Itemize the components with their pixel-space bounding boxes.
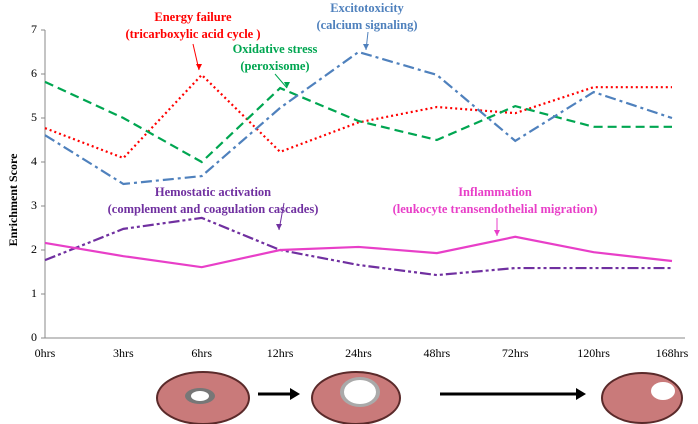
y-tick-label: 5 bbox=[31, 110, 37, 124]
x-tick-label: 48hrs bbox=[424, 346, 451, 360]
y-tick-label: 7 bbox=[31, 22, 37, 36]
annotation-arrowhead bbox=[196, 64, 202, 70]
y-tick-label: 3 bbox=[31, 198, 37, 212]
y-axis-label: Enrichment Score bbox=[6, 153, 20, 246]
x-tick-label: 72hrs bbox=[502, 346, 529, 360]
annotation-arrowhead bbox=[494, 230, 500, 236]
series-label: Inflammation bbox=[458, 185, 532, 199]
series-line bbox=[44, 80, 672, 164]
annotation-arrow bbox=[274, 73, 288, 89]
series-detail: (calcium signaling) bbox=[316, 18, 417, 32]
series-label: Hemostatic activation bbox=[155, 185, 271, 199]
x-tick-label: 120hrs bbox=[577, 346, 610, 360]
annotation-arrowhead bbox=[276, 224, 282, 230]
series-label: Oxidative stress bbox=[233, 42, 318, 56]
x-tick-label: 0hrs bbox=[35, 346, 56, 360]
series-line bbox=[44, 50, 673, 186]
series-detail: (peroxisome) bbox=[240, 59, 309, 73]
x-tick-label: 168hrs bbox=[656, 346, 689, 360]
annotation-arrowhead bbox=[363, 44, 369, 50]
y-tick-label: 2 bbox=[31, 242, 37, 256]
series-detail: (tricarboxylic acid cycle ) bbox=[125, 27, 260, 41]
series-line bbox=[44, 216, 672, 277]
x-tick-label: 6hrs bbox=[191, 346, 212, 360]
x-tick-label: 12hrs bbox=[267, 346, 294, 360]
y-tick-label: 6 bbox=[31, 66, 37, 80]
series-label: Energy failure bbox=[154, 10, 232, 24]
brain-illustrations bbox=[156, 371, 683, 424]
x-tick-label: 3hrs bbox=[113, 346, 134, 360]
series-line bbox=[44, 235, 673, 269]
x-tick-label: 24hrs bbox=[345, 346, 372, 360]
y-tick-label: 4 bbox=[31, 154, 37, 168]
y-tick-label: 0 bbox=[31, 330, 37, 344]
series-label: Excitotoxicity bbox=[330, 1, 404, 15]
y-tick-label: 1 bbox=[31, 286, 37, 300]
annotation-arrowhead bbox=[284, 82, 290, 88]
series-detail: (leukocyte transendothelial migration) bbox=[393, 202, 598, 216]
series-line bbox=[44, 73, 672, 160]
series-detail: (complement and coagulation cascades) bbox=[108, 202, 319, 216]
